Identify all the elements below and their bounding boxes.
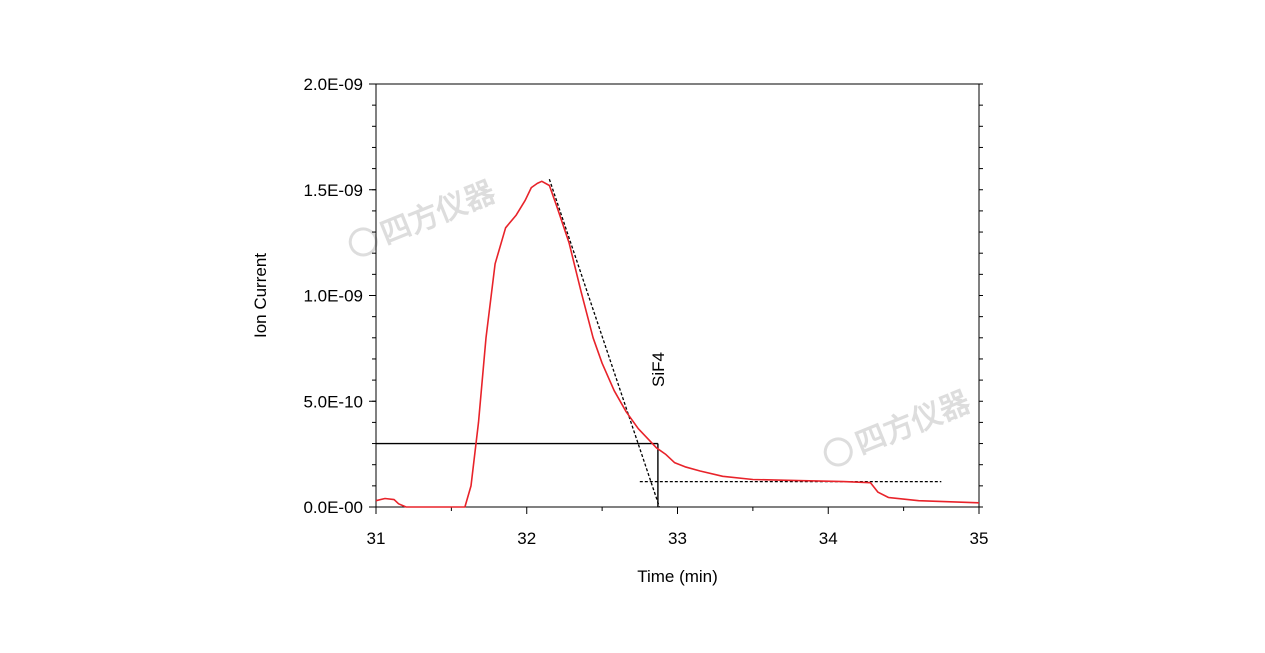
x-axis-label: Time (min) xyxy=(637,567,718,586)
svg-text:四方仪器: 四方仪器 xyxy=(376,174,501,251)
y-tick-label: 0.0E-00 xyxy=(303,498,363,517)
y-tick-label: 1.0E-09 xyxy=(303,287,363,306)
x-tick-label: 35 xyxy=(970,529,989,548)
series-layer xyxy=(375,180,980,508)
y-axis-label: Ion Current xyxy=(251,253,270,338)
x-tick-label: 32 xyxy=(517,529,536,548)
tangent-reference-line xyxy=(548,178,661,508)
annotation-layer: SiF4 xyxy=(649,352,668,387)
y-tick-label: 5.0E-10 xyxy=(303,392,363,411)
reference-lines xyxy=(376,178,942,508)
annotation-label: SiF4 xyxy=(649,352,668,387)
series-line-1 xyxy=(375,180,980,508)
y-tick-label: 2.0E-09 xyxy=(303,75,363,94)
x-tick-label: 34 xyxy=(819,529,838,548)
x-axis: 31 32 33 34 35 xyxy=(367,507,989,548)
x-tick-label: 33 xyxy=(668,529,687,548)
y-tick-label: 1.5E-09 xyxy=(303,181,363,200)
watermark-logo-2: 四方仪器 xyxy=(823,384,976,467)
watermark-logo-1: 四方仪器 xyxy=(348,174,501,257)
y-axis: 0.0E-00 5.0E-10 1.0E-09 1.5E-09 2.0E-09 xyxy=(303,75,983,517)
svg-text:四方仪器: 四方仪器 xyxy=(851,384,976,461)
x-tick-label: 31 xyxy=(367,529,386,548)
